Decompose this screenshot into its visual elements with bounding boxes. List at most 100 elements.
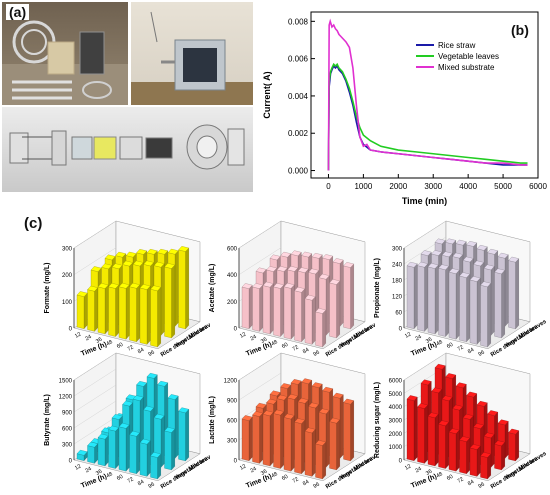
bar-top (329, 279, 341, 285)
bar-side (174, 395, 179, 459)
bar-top (420, 250, 432, 256)
bar (150, 289, 158, 348)
bar-side (115, 427, 119, 469)
bar (97, 437, 106, 467)
bar-top (427, 412, 439, 419)
grid-line (238, 352, 282, 381)
bar-side (455, 429, 460, 472)
panel-label-c: (c) (24, 215, 43, 232)
bar (87, 289, 95, 332)
bar-top (269, 390, 281, 397)
bar-side (350, 400, 354, 462)
photo-assembled-reactor (131, 2, 253, 105)
bar-side (125, 424, 130, 472)
z-tick-label: 5000 (389, 392, 403, 398)
bar-top (287, 266, 299, 272)
bar (304, 431, 313, 477)
bar-side (466, 437, 470, 475)
z-tick-label: 0 (234, 459, 238, 465)
bar-side (160, 263, 165, 336)
z-axis-label: Acetate (mg/L) (209, 264, 216, 313)
bar (273, 286, 281, 337)
bar-top (420, 379, 432, 386)
bar (129, 434, 137, 474)
bar-side (424, 404, 428, 464)
bar-top (448, 428, 460, 434)
bar-top (427, 263, 439, 269)
bar-side (311, 428, 316, 477)
time-tick-label: 72 (292, 476, 300, 484)
bar-top (255, 267, 267, 274)
bar-side (325, 409, 330, 468)
bar-top (483, 264, 495, 271)
bar-top (406, 261, 418, 268)
bar-side (94, 287, 98, 332)
bar-top (332, 258, 344, 264)
x-tick-label: 6000 (529, 182, 547, 191)
bar-side (115, 284, 119, 337)
z-tick-label: 900 (227, 399, 238, 405)
time-tick-label: 36 (425, 337, 433, 345)
bar-side (185, 247, 189, 330)
bar (97, 286, 106, 335)
bar-side (136, 284, 140, 343)
bar-top (167, 394, 179, 400)
bar-top (101, 263, 113, 270)
bar-top (87, 285, 99, 292)
time-tick-label: 24 (250, 334, 258, 342)
z-tick-label: 600 (62, 427, 73, 433)
bar-top (167, 248, 179, 255)
bar-top (97, 283, 109, 289)
bar-side (301, 288, 305, 343)
time-tick-label: 84 (467, 479, 475, 487)
bar-top (301, 378, 313, 385)
x-tick-label: 3000 (424, 182, 442, 191)
bar-top (322, 386, 334, 393)
bar (108, 286, 116, 337)
time-tick-label: 36 (95, 469, 103, 477)
bar-top (104, 254, 116, 261)
x-axis-label: Time (min) (402, 196, 447, 206)
bar-top (266, 398, 278, 405)
bar-side (185, 408, 189, 462)
bar (129, 286, 137, 342)
bar-side (487, 453, 491, 480)
z-tick-label: 300 (62, 443, 73, 449)
time-tick-label: 48 (106, 471, 114, 479)
time-tick-label: 12 (74, 463, 82, 471)
time-tick-label: 24 (85, 334, 93, 342)
bar-top (318, 273, 330, 280)
bar-side (445, 421, 449, 469)
bar (139, 442, 148, 477)
time-tick-label: 24 (415, 334, 423, 342)
bar (469, 279, 478, 345)
bar-side (146, 440, 151, 477)
bar-top (343, 398, 355, 405)
time-axis-label: Time (h) (245, 473, 273, 490)
z-tick-label: 0 (399, 327, 403, 333)
bar-top (469, 444, 481, 450)
bar-top (164, 263, 176, 269)
time-tick-label: 36 (260, 337, 268, 345)
bar-side (490, 265, 495, 336)
bar-side (157, 453, 161, 480)
bar-top (132, 395, 144, 401)
time-tick-label: 36 (95, 337, 103, 345)
bar-top (118, 422, 130, 429)
bar-top (322, 254, 334, 260)
bar (118, 426, 127, 472)
y-tick-label: 0.006 (288, 55, 309, 64)
bar (406, 265, 415, 329)
z-tick-label: 0 (234, 327, 238, 333)
bar (329, 421, 337, 471)
bar-top (90, 266, 102, 272)
bar-top (343, 262, 355, 268)
time-tick-label: 48 (436, 339, 444, 347)
bar (118, 286, 127, 340)
time-tick-label: 96 (478, 482, 486, 490)
bar (241, 418, 250, 461)
bar-top (445, 373, 457, 379)
time-tick-label: 96 (313, 482, 321, 490)
bar-side (325, 275, 330, 336)
